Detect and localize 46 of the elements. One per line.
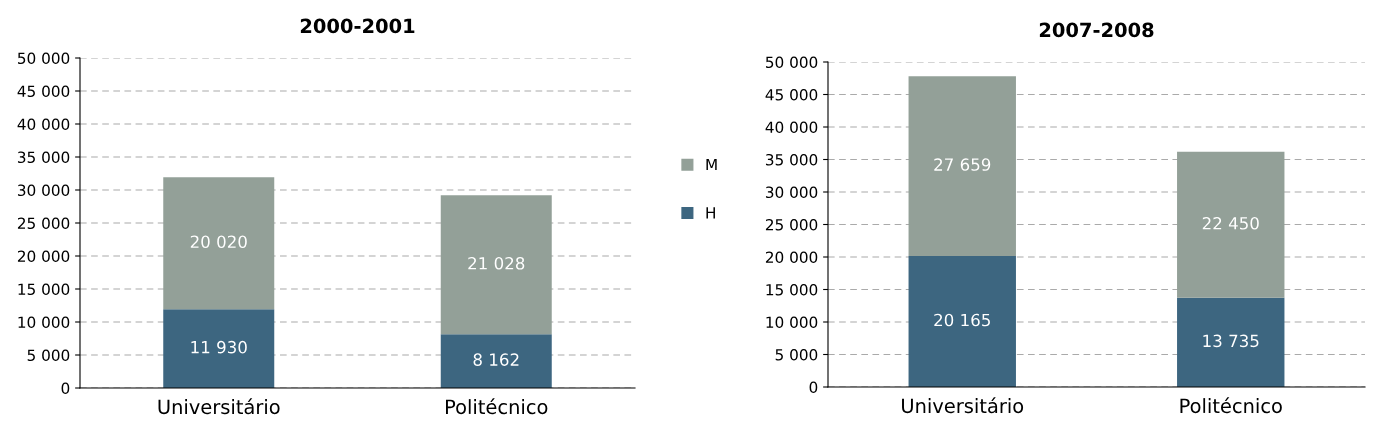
y-tick-label: 50 000 (766, 56, 818, 69)
x-tick-label: Universitário (158, 398, 280, 415)
x-tick-label: Politécnico (1180, 397, 1282, 414)
bar (1177, 297, 1285, 387)
data-label: 13 735 (1203, 334, 1259, 348)
data-label: 20 165 (934, 313, 990, 327)
y-tick-label: 45 000 (17, 85, 70, 98)
y-tick-label: 15 000 (766, 283, 818, 296)
x-tick-label: Universitário (902, 397, 1024, 414)
chart-title: 2007-2008 (1039, 22, 1154, 38)
y-tick-label: 40 000 (765, 121, 818, 134)
y-tick-label: 0 (61, 382, 70, 395)
y-tick-label: 40 000 (17, 118, 70, 131)
bar (908, 76, 1016, 256)
y-tick-label: 20 000 (765, 251, 818, 264)
y-tick-label: 35 000 (17, 151, 70, 164)
y-tick-label: 5 000 (775, 348, 818, 361)
y-tick-label: 35 000 (765, 153, 818, 166)
y-tick-label: 50 000 (18, 52, 70, 65)
y-tick-label: 45 000 (765, 88, 818, 101)
y-tick-label: 25 000 (17, 217, 70, 230)
y-tick-label: 10 000 (18, 316, 70, 329)
data-label: 8 162 (473, 353, 519, 366)
legend-label: M (706, 158, 717, 171)
bar (440, 334, 552, 388)
bar (1177, 151, 1285, 298)
bar (908, 255, 1016, 387)
x-tick-label: Politécnico (446, 398, 548, 415)
data-label: 22 450 (1202, 216, 1259, 230)
bar (163, 309, 275, 388)
y-tick-label: 30 000 (765, 186, 818, 199)
bar (440, 195, 552, 335)
y-tick-label: 25 000 (765, 218, 818, 231)
data-label: 11 930 (191, 340, 247, 354)
y-tick-label: 15 000 (18, 283, 70, 296)
chart-title: 2000-2001 (300, 18, 415, 34)
y-tick-label: 30 000 (17, 184, 70, 197)
y-tick-label: 0 (809, 381, 818, 394)
y-tick-label: 5 000 (27, 349, 70, 362)
bar (163, 177, 275, 310)
data-label: 21 028 (468, 256, 525, 270)
y-tick-label: 10 000 (766, 316, 818, 329)
data-label: 20 020 (190, 235, 247, 249)
data-label: 27 659 (934, 158, 991, 171)
legend-label: H (706, 207, 715, 219)
y-tick-label: 20 000 (17, 250, 70, 263)
